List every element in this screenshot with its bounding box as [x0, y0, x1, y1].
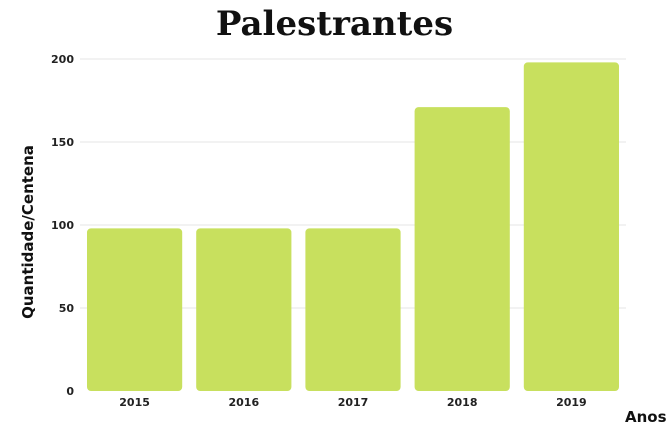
- y-tick-label: 0: [66, 385, 74, 398]
- y-tick-label: 50: [59, 302, 75, 315]
- x-tick-label: 2015: [119, 396, 150, 409]
- bars: [87, 62, 619, 391]
- x-tick-label: 2016: [228, 396, 259, 409]
- x-tick-label: 2018: [447, 396, 478, 409]
- x-axis-ticks: 2015 2016 2017 2018 2019: [119, 396, 586, 409]
- bar: [305, 228, 401, 391]
- y-tick-label: 150: [51, 136, 74, 149]
- bar: [196, 228, 292, 391]
- y-axis-ticks: 0 50 100 150 200: [51, 53, 74, 398]
- y-tick-label: 200: [51, 53, 74, 66]
- x-axis-label: Anos: [625, 408, 667, 426]
- bar: [87, 228, 183, 391]
- chart-title: Palestrantes: [215, 4, 454, 44]
- x-tick-label: 2017: [338, 396, 369, 409]
- y-tick-label: 100: [51, 219, 74, 232]
- bar: [414, 107, 510, 391]
- x-tick-label: 2019: [556, 396, 587, 409]
- bar: [523, 62, 619, 391]
